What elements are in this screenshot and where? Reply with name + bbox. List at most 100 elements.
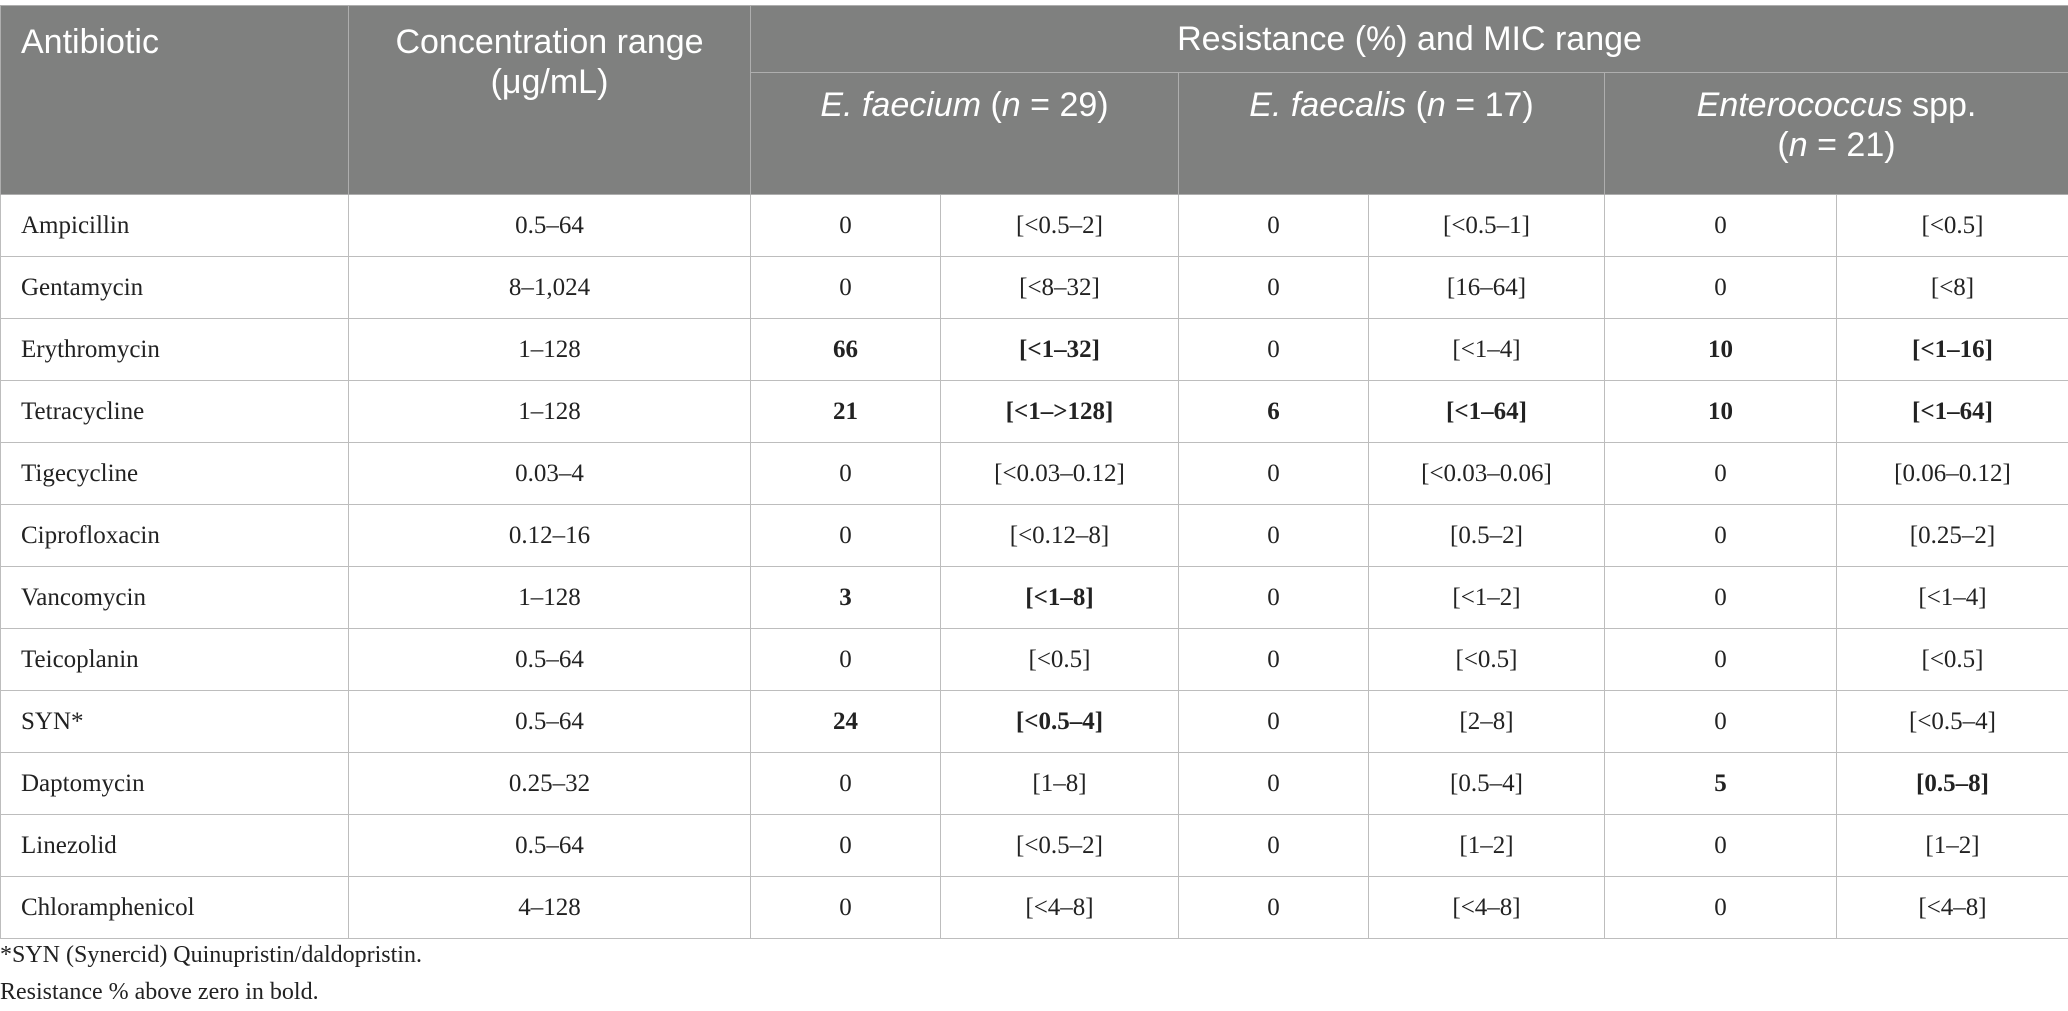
concentration-range: 0.5–64: [349, 815, 751, 877]
concentration-range: 0.5–64: [349, 691, 751, 753]
enterococcus-spp-mic-range: [<0.5–4]: [1837, 691, 2068, 753]
e-faecalis-mic-range: [16–64]: [1369, 257, 1605, 319]
e-faecium-mic-range: [<0.12–8]: [941, 505, 1179, 567]
species-paren: (: [1406, 86, 1427, 124]
e-faecium-mic-range: [<0.5–4]: [941, 691, 1179, 753]
e-faecalis-mic-range: [<1–4]: [1369, 319, 1605, 381]
resistance-table: Antibiotic Concentration range (μg/mL) R…: [0, 5, 2068, 939]
concentration-range: 0.5–64: [349, 629, 751, 691]
enterococcus-spp-mic-range: [<4–8]: [1837, 877, 2068, 939]
antibiotic-name: Linezolid: [1, 815, 349, 877]
enterococcus-spp-resistance: 0: [1605, 443, 1837, 505]
enterococcus-spp-resistance: 0: [1605, 567, 1837, 629]
enterococcus-spp-mic-range: [<1–4]: [1837, 567, 2068, 629]
species-paren: (: [1777, 126, 1788, 164]
e-faecalis-mic-range: [<1–64]: [1369, 381, 1605, 443]
enterococcus-spp-resistance: 10: [1605, 381, 1837, 443]
e-faecalis-mic-range: [<0.5–1]: [1369, 195, 1605, 257]
header-concentration-range: Concentration range (μg/mL): [349, 6, 751, 195]
enterococcus-spp-mic-range: [1–2]: [1837, 815, 2068, 877]
header-concentration-line1: Concentration range: [395, 23, 703, 61]
header-species-e-faecalis: E. faecalis (n = 17): [1179, 73, 1605, 195]
species-name: E. faecalis: [1249, 86, 1406, 124]
antibiotic-name: Ampicillin: [1, 195, 349, 257]
e-faecalis-resistance: 0: [1179, 567, 1369, 629]
antibiotic-name: Gentamycin: [1, 257, 349, 319]
e-faecalis-resistance: 0: [1179, 505, 1369, 567]
e-faecalis-resistance: 6: [1179, 381, 1369, 443]
e-faecium-mic-range: [<0.5–2]: [941, 195, 1179, 257]
e-faecalis-resistance: 0: [1179, 257, 1369, 319]
e-faecalis-resistance: 0: [1179, 629, 1369, 691]
concentration-range: 0.03–4: [349, 443, 751, 505]
e-faecalis-mic-range: [2–8]: [1369, 691, 1605, 753]
header-resistance-group: Resistance (%) and MIC range: [751, 6, 2068, 73]
footnote-syn: *SYN (Synercid) Quinupristin/daldopristi…: [0, 937, 422, 974]
e-faecium-resistance: 21: [751, 381, 941, 443]
enterococcus-spp-mic-range: [<0.5]: [1837, 195, 2068, 257]
enterococcus-spp-mic-range: [<1–64]: [1837, 381, 2068, 443]
enterococcus-spp-resistance: 0: [1605, 195, 1837, 257]
enterococcus-spp-resistance: 5: [1605, 753, 1837, 815]
enterococcus-spp-resistance: 0: [1605, 877, 1837, 939]
e-faecium-resistance: 0: [751, 443, 941, 505]
e-faecalis-resistance: 0: [1179, 195, 1369, 257]
e-faecalis-resistance: 0: [1179, 815, 1369, 877]
e-faecium-mic-range: [1–8]: [941, 753, 1179, 815]
e-faecium-mic-range: [<0.5–2]: [941, 815, 1179, 877]
e-faecium-resistance: 66: [751, 319, 941, 381]
antibiotic-name: Ciprofloxacin: [1, 505, 349, 567]
e-faecalis-mic-range: [<0.03–0.06]: [1369, 443, 1605, 505]
species-count: = 17): [1446, 86, 1534, 124]
species-paren: (: [981, 86, 1002, 124]
species-n: n: [1427, 86, 1446, 124]
e-faecium-resistance: 3: [751, 567, 941, 629]
e-faecium-mic-range: [<1–8]: [941, 567, 1179, 629]
footnote-bold: Resistance % above zero in bold.: [0, 974, 422, 1011]
e-faecalis-resistance: 0: [1179, 753, 1369, 815]
header-antibiotic: Antibiotic: [1, 6, 349, 195]
e-faecium-mic-range: [<8–32]: [941, 257, 1179, 319]
enterococcus-spp-mic-range: [0.5–8]: [1837, 753, 2068, 815]
enterococcus-spp-resistance: 0: [1605, 815, 1837, 877]
e-faecium-mic-range: [<0.5]: [941, 629, 1179, 691]
header-species-enterococcus-spp: Enterococcus spp. (n = 21): [1605, 73, 2068, 195]
concentration-range: 1–128: [349, 381, 751, 443]
species-n: n: [1002, 86, 1021, 124]
e-faecalis-mic-range: [0.5–4]: [1369, 753, 1605, 815]
e-faecium-resistance: 0: [751, 195, 941, 257]
e-faecium-resistance: 0: [751, 629, 941, 691]
enterococcus-spp-mic-range: [<1–16]: [1837, 319, 2068, 381]
antibiotic-name: Tigecycline: [1, 443, 349, 505]
antibiotic-name: SYN*: [1, 691, 349, 753]
concentration-range: 0.12–16: [349, 505, 751, 567]
e-faecium-resistance: 0: [751, 257, 941, 319]
species-count: = 29): [1021, 86, 1109, 124]
enterococcus-spp-mic-range: [0.25–2]: [1837, 505, 2068, 567]
enterococcus-spp-resistance: 0: [1605, 691, 1837, 753]
e-faecalis-resistance: 0: [1179, 443, 1369, 505]
enterococcus-spp-resistance: 0: [1605, 505, 1837, 567]
species-count: = 21): [1808, 126, 1896, 164]
antibiotic-name: Tetracycline: [1, 381, 349, 443]
e-faecalis-resistance: 0: [1179, 691, 1369, 753]
e-faecium-resistance: 0: [751, 753, 941, 815]
header-concentration-unit: (μg/mL): [491, 63, 609, 101]
concentration-range: 0.25–32: [349, 753, 751, 815]
e-faecium-mic-range: [<0.03–0.12]: [941, 443, 1179, 505]
e-faecium-resistance: 24: [751, 691, 941, 753]
antibiotic-name: Daptomycin: [1, 753, 349, 815]
concentration-range: 8–1,024: [349, 257, 751, 319]
